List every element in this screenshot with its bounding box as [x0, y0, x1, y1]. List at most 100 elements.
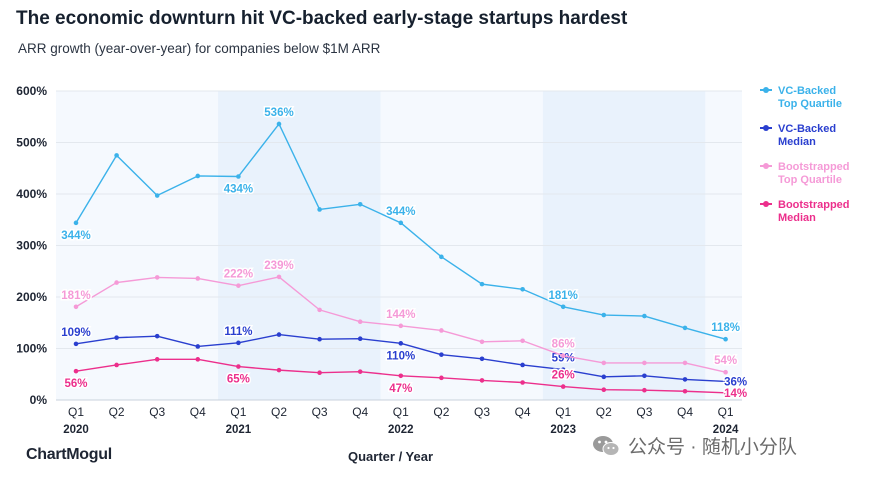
x-year-label: 2023	[550, 424, 576, 436]
data-point	[520, 338, 525, 344]
data-point	[114, 335, 119, 340]
data-point	[276, 274, 282, 280]
data-label: 26%	[552, 370, 575, 382]
legend-item-vc-median[interactable]: VC-Backed Median	[760, 123, 870, 149]
data-label: 111%	[224, 326, 252, 338]
data-point	[520, 286, 525, 292]
data-point	[601, 360, 607, 366]
legend-label: VC-Backed	[778, 85, 837, 97]
data-point	[195, 357, 201, 362]
data-point	[601, 374, 607, 380]
x-tick-label: Q3	[474, 405, 490, 419]
data-point	[479, 356, 485, 362]
data-label: 54%	[714, 355, 737, 367]
data-point	[479, 339, 485, 345]
data-point	[439, 254, 444, 260]
data-point	[154, 357, 160, 362]
x-tick-label: Q1	[68, 405, 84, 419]
x-tick-label: Q1	[555, 405, 571, 419]
legend-marker-icon	[760, 87, 772, 93]
x-tick-label: Q2	[109, 405, 125, 419]
data-label: 65%	[227, 374, 250, 386]
data-label: 86%	[552, 339, 575, 351]
data-label: 536%	[264, 107, 293, 119]
data-point	[398, 373, 404, 379]
x-tick-label: Q3	[636, 405, 652, 419]
data-point	[682, 325, 688, 331]
data-point	[357, 319, 363, 325]
data-point	[682, 377, 688, 382]
chart-subtitle: ARR growth (year-over-year) for companie…	[18, 41, 381, 56]
legend-label: Median	[778, 136, 816, 148]
data-point	[723, 379, 728, 384]
data-point	[479, 378, 485, 383]
x-tick-label: Q1	[393, 405, 409, 419]
legend-item-bootstrapped-top[interactable]: Bootstrapped Top Quartile	[760, 161, 870, 187]
data-point	[154, 275, 160, 280]
data-point	[195, 276, 201, 281]
data-point	[317, 336, 322, 342]
data-label: 434%	[224, 183, 253, 195]
legend-item-bootstrapped-median[interactable]: Bootstrapped Median	[760, 199, 870, 225]
data-point	[520, 362, 525, 368]
data-point	[560, 384, 566, 389]
data-point	[154, 333, 160, 339]
data-point	[236, 340, 241, 346]
data-point	[317, 370, 322, 376]
chart-title: The economic downturn hit VC-backed earl…	[16, 8, 628, 29]
x-tick-label: Q4	[352, 405, 368, 419]
data-point	[357, 202, 363, 207]
data-point	[73, 304, 79, 310]
x-year-label: 2021	[226, 424, 252, 436]
data-point	[479, 281, 485, 287]
data-label: 14%	[724, 388, 747, 400]
y-tick-label: 300%	[16, 239, 47, 253]
data-point	[357, 336, 363, 342]
x-tick-label: Q1	[230, 405, 246, 419]
x-tick-label: Q2	[596, 405, 612, 419]
legend-marker-icon	[760, 201, 772, 207]
data-point	[357, 369, 363, 374]
y-tick-label: 100%	[16, 342, 47, 356]
legend-marker-icon	[760, 125, 772, 131]
data-point	[601, 312, 607, 318]
legend-label: VC-Backed	[778, 123, 837, 135]
wechat-icon	[593, 435, 620, 456]
data-point	[73, 341, 79, 347]
legend-label: Median	[778, 212, 816, 224]
data-point	[398, 341, 404, 346]
data-point	[236, 174, 241, 179]
data-point	[195, 173, 201, 179]
data-point	[560, 353, 566, 359]
legend-label: Top Quartile	[778, 98, 842, 110]
data-point	[520, 380, 525, 385]
x-tick-label: Q4	[515, 405, 531, 419]
data-label: 109%	[61, 327, 90, 339]
data-point	[398, 220, 404, 226]
data-point	[601, 387, 607, 393]
data-point	[236, 364, 241, 369]
data-label: 110%	[386, 350, 415, 362]
legend-label: Bootstrapped	[778, 199, 850, 211]
data-label: 222%	[224, 269, 253, 281]
data-point	[439, 352, 444, 357]
x-year-label: 2022	[388, 424, 414, 436]
legend-item-vc-top[interactable]: VC-Backed Top Quartile	[760, 85, 870, 111]
y-tick-label: 200%	[16, 290, 47, 304]
data-point	[154, 193, 160, 198]
data-point	[439, 375, 444, 381]
legend-marker-icon	[760, 163, 772, 169]
y-tick-label: 500%	[16, 136, 47, 150]
watermark-text: 公众号 · 随机小分队	[628, 437, 797, 458]
legend-label: Top Quartile	[778, 174, 842, 186]
x-tick-label: Q2	[271, 405, 287, 419]
data-point	[682, 360, 688, 366]
y-tick-label: 600%	[16, 84, 47, 98]
data-point	[73, 368, 79, 374]
data-label: 239%	[264, 260, 293, 272]
watermark: 公众号 · 随机小分队	[592, 432, 797, 459]
data-point	[114, 153, 119, 158]
data-label: 344%	[386, 206, 415, 218]
data-point	[723, 336, 728, 342]
x-tick-label: Q3	[149, 405, 165, 419]
